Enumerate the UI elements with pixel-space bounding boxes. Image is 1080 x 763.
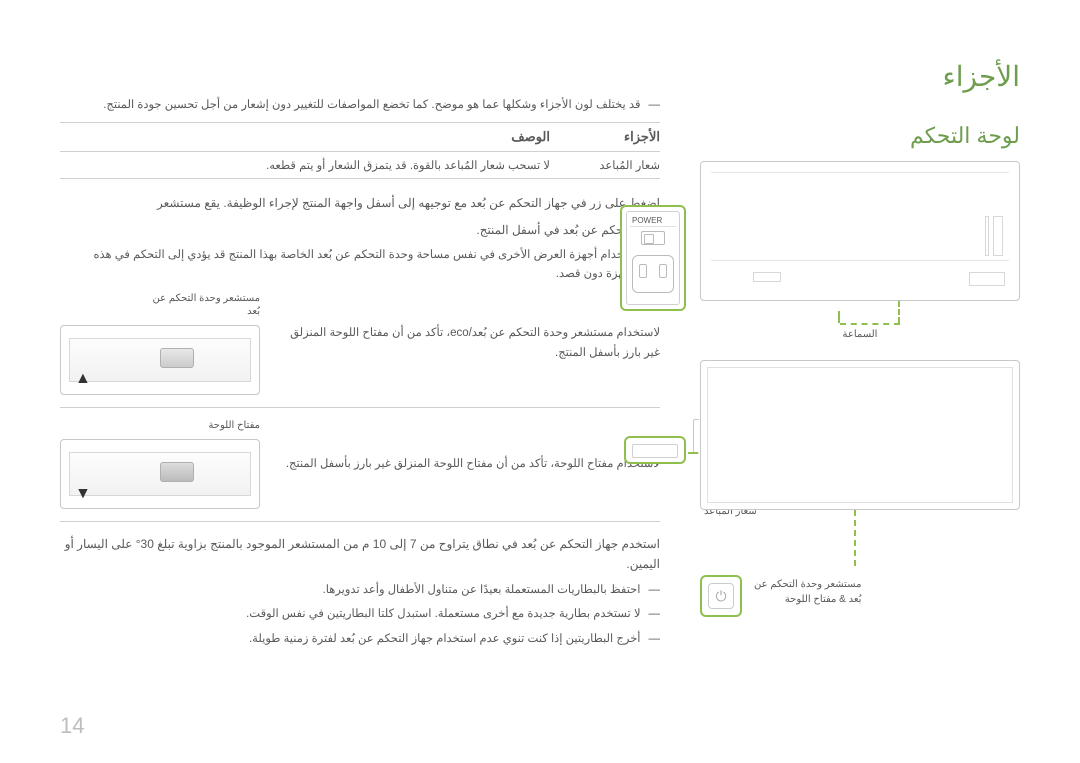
tv-back-box <box>700 161 1020 301</box>
heading-parts: الأجزاء <box>700 60 1020 93</box>
arrow-up-icon: ▲ <box>75 370 91 388</box>
control-p2: جهاز التحكم عن بُعد في أسفل المنتج. <box>60 220 660 240</box>
col-desc: الوصف <box>60 129 550 145</box>
fig1-caption: لاستخدام مستشعر وحدة التحكم عن بُعد/eco،… <box>278 324 660 363</box>
cell-desc: لا تسحب شعار المُباعد بالقوة. قد يتمزق ا… <box>60 158 550 172</box>
figure-panel-key: لاستخدام مفتاح اللوحة، تأكد من أن مفتاح … <box>60 420 660 509</box>
parts-table-header: الأجزاء الوصف <box>60 122 660 152</box>
dash-icon: ― <box>649 96 661 114</box>
note-text: قد يختلف لون الأجزاء وشكلها عما هو موضح.… <box>103 96 640 114</box>
note-text: احتفظ بالبطاريات المستعملة بعيدًا عن متن… <box>323 581 641 599</box>
note-text: لا تستخدم بطارية جديدة مع أخرى مستعملة. … <box>246 605 640 623</box>
figure-remote-sensor: لاستخدام مستشعر وحدة التحكم عن بُعد/eco،… <box>60 293 660 395</box>
sensor-icon <box>160 348 194 368</box>
fig1-label-b: بُعد <box>60 306 260 317</box>
sensor-icon <box>160 462 194 482</box>
power-callout: POWER <box>620 205 686 311</box>
cell-part: شعار المُباعد <box>550 158 660 172</box>
table-row: شعار المُباعد لا تسحب شعار المُباعد بالق… <box>60 152 660 179</box>
power-icon: ⏻ <box>708 583 734 609</box>
col-parts: الأجزاء <box>550 129 660 145</box>
sensor-caption-line-b: بُعد & مفتاح اللوحة <box>754 592 861 607</box>
fig2-label: مفتاح اللوحة <box>60 420 260 431</box>
dash-icon: ― <box>649 581 661 599</box>
tv-front-diagram <box>700 360 1020 510</box>
power-label: POWER <box>630 215 676 227</box>
note-text: أخرج البطاريتين إذا كنت تنوي عدم استخدام… <box>249 630 641 648</box>
sensor-caption: مستشعر وحدة التحكم عن بُعد & مفتاح اللوح… <box>754 575 861 607</box>
fig1-box: ▲ <box>60 325 260 395</box>
heading-control-panel: لوحة التحكم <box>700 123 1020 149</box>
power-switch-icon <box>641 231 665 245</box>
divider <box>60 521 660 522</box>
dash-icon: ― <box>649 630 661 648</box>
dash-icon: ― <box>649 605 661 623</box>
divider <box>60 407 660 408</box>
tv-back-diagram: POWER السماعة <box>700 161 1020 340</box>
sensor-caption-line-a: مستشعر وحدة التحكم عن <box>754 577 861 592</box>
bullet-batteries-3: ― أخرج البطاريتين إذا كنت تنوي عدم استخد… <box>60 630 660 648</box>
arrow-down-icon: ▲ <box>75 484 91 502</box>
fig2-box: ▲ <box>60 439 260 509</box>
fig1-label-a: مستشعر وحدة التحكم عن <box>60 293 260 304</box>
speaker-label: السماعة <box>700 329 1020 340</box>
page-number: 14 <box>60 713 84 739</box>
note-color-shape: ― قد يختلف لون الأجزاء وشكلها عما هو موض… <box>60 96 660 114</box>
sensor-button-callout: ⏻ <box>700 575 742 617</box>
tv-front-box <box>700 360 1020 510</box>
note-text: استخدام أجهزة العرض الأخرى في نفس مساحة … <box>60 246 641 283</box>
logo-callout <box>624 436 686 464</box>
note-other-displays: ― استخدام أجهزة العرض الأخرى في نفس مساح… <box>60 246 660 283</box>
power-socket-icon <box>632 255 674 293</box>
bullet-batteries-1: ― احتفظ بالبطاريات المستعملة بعيدًا عن م… <box>60 581 660 599</box>
fig2-caption: لاستخدام مفتاح اللوحة، تأكد من أن مفتاح … <box>278 455 660 475</box>
remote-range: استخدم جهاز التحكم عن بُعد في نطاق يتراو… <box>60 534 660 575</box>
bullet-batteries-2: ― لا تستخدم بطارية جديدة مع أخرى مستعملة… <box>60 605 660 623</box>
control-p1: اضغط على زر في جهاز التحكم عن بُعد مع تو… <box>60 193 660 213</box>
